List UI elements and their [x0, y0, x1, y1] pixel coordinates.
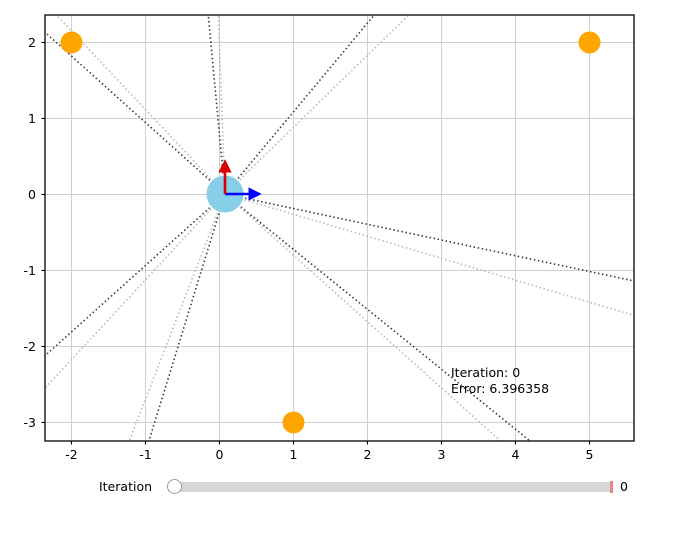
y-tick-label: -1 — [24, 263, 36, 278]
x-tick-label: -2 — [65, 447, 77, 462]
ray-dark-3 — [224, 15, 376, 195]
x-axis-tick-labels: -2 -1 0 1 2 3 4 5 — [65, 447, 593, 462]
ray-light-3 — [224, 15, 410, 195]
axes-spines — [44, 14, 635, 442]
iteration-readout: Iteration: 0 — [451, 365, 520, 380]
landmark-point[interactable] — [282, 411, 305, 434]
landmark-points[interactable] — [60, 31, 601, 434]
y-axis-tick-labels: 2 1 0 -1 -2 -3 — [24, 35, 37, 430]
y-tick-label: -3 — [24, 415, 36, 430]
x-tick-label: 1 — [290, 447, 298, 462]
ray-light-4 — [224, 193, 634, 317]
x-tick-label: 3 — [438, 447, 446, 462]
slider-track[interactable] — [168, 482, 611, 492]
x-tick-label: 4 — [512, 447, 520, 462]
ray-dark-6 — [148, 193, 226, 441]
error-readout: Error: 6.396358 — [451, 381, 549, 396]
landmark-point[interactable] — [60, 31, 83, 54]
ray-light-2 — [217, 15, 226, 195]
measurement-rays — [45, 15, 634, 441]
landmark-point[interactable] — [578, 31, 601, 54]
iteration-slider-widget[interactable]: Iteration 0 — [0, 476, 679, 500]
slider-handle[interactable] — [167, 479, 182, 494]
y-tick-label: 2 — [28, 35, 36, 50]
tick-marks — [41, 41, 591, 445]
slider-end-marker — [610, 481, 613, 493]
x-tick-label: -1 — [139, 447, 151, 462]
slider-label: Iteration — [99, 479, 153, 494]
y-tick-label: 0 — [28, 187, 36, 202]
grid-lines — [45, 15, 634, 441]
slider-value: 0 — [620, 479, 628, 494]
y-tick-label: -2 — [24, 339, 36, 354]
ray-dark-2 — [207, 15, 226, 195]
ray-dark-4 — [224, 193, 634, 282]
ray-light-6 — [128, 193, 226, 441]
x-tick-label: 0 — [216, 447, 224, 462]
ray-dark-5 — [224, 193, 532, 441]
x-tick-label: 5 — [586, 447, 594, 462]
y-tick-label: 1 — [28, 111, 36, 126]
x-tick-label: 2 — [364, 447, 372, 462]
